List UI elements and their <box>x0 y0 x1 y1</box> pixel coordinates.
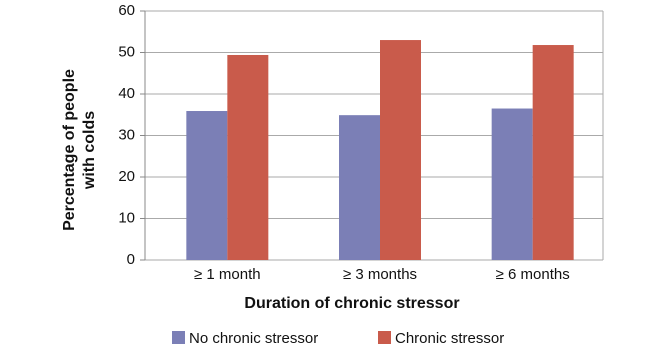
bar <box>186 111 228 260</box>
bar <box>491 108 533 261</box>
bar <box>227 54 269 260</box>
legend-label: No chronic stressor <box>189 330 318 347</box>
x-tick-label: ≥ 1 month <box>194 266 261 283</box>
bar <box>339 115 380 260</box>
x-tick-label: ≥ 6 months <box>496 266 570 283</box>
y-axis-title: with colds <box>81 111 98 190</box>
bar <box>380 40 421 260</box>
y-tick-label: 10 <box>118 209 135 226</box>
x-tick-label: ≥ 3 months <box>343 266 417 283</box>
bar <box>532 45 574 260</box>
y-tick-label: 40 <box>118 85 135 102</box>
y-tick-label: 50 <box>118 43 135 60</box>
x-axis-title: Duration of chronic stressor <box>244 295 459 312</box>
legend-swatch <box>378 331 391 344</box>
legend-swatch <box>172 331 185 344</box>
y-tick-label: 20 <box>118 168 135 185</box>
y-tick-label: 30 <box>118 126 135 143</box>
y-tick-label: 60 <box>118 2 135 19</box>
y-tick-label: 0 <box>127 251 135 268</box>
legend-label: Chronic stressor <box>395 330 504 347</box>
y-axis-title: Percentage of people <box>61 69 78 231</box>
